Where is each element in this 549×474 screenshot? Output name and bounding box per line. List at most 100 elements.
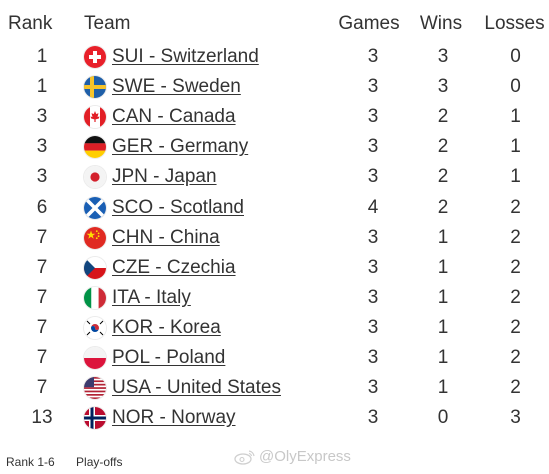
- table-row: 3 CAN - Canada 3 2 1: [0, 102, 549, 132]
- wins-cell: 1: [437, 286, 449, 308]
- team-link[interactable]: CHN - China: [112, 226, 220, 248]
- team-link[interactable]: SUI - Switzerland: [112, 46, 259, 68]
- losses-cell: 2: [510, 226, 521, 248]
- team-cell: JPN - Japan: [84, 162, 328, 192]
- watermark-text: @OlyExpress: [259, 448, 351, 465]
- rank-column-header: Rank: [8, 13, 53, 34]
- team-cell: CHN - China: [84, 223, 328, 253]
- korea-flag-icon: [84, 316, 106, 339]
- team-cell: SWE - Sweden: [84, 72, 328, 102]
- wins-cell: 2: [437, 136, 449, 158]
- rank-cell: 7: [36, 346, 48, 368]
- team-link[interactable]: POL - Poland: [112, 346, 226, 368]
- team-cell: NOR - Norway: [84, 403, 328, 433]
- team-link[interactable]: CZE - Czechia: [112, 256, 236, 278]
- games-cell: 3: [367, 166, 379, 188]
- losses-cell: 2: [510, 196, 521, 218]
- table-row: 7 CZE - Czechia 3 1 2: [0, 253, 549, 283]
- germany-flag-icon: [84, 136, 106, 159]
- team-link[interactable]: SCO - Scotland: [112, 196, 244, 218]
- switzerland-flag-icon: [84, 46, 106, 69]
- team-cell: SUI - Switzerland: [84, 42, 328, 72]
- losses-cell: 2: [510, 346, 521, 368]
- wins-cell: 1: [437, 346, 449, 368]
- table-row: 7 POL - Poland 3 1 2: [0, 343, 549, 373]
- losses-cell: 2: [510, 286, 521, 308]
- rank-cell: 7: [36, 226, 48, 248]
- losses-cell: 0: [510, 76, 521, 98]
- table-header-row: Rank Team Games Wins Losses: [0, 6, 549, 42]
- china-flag-icon: [84, 226, 106, 249]
- games-cell: 3: [367, 76, 379, 98]
- team-cell: KOR - Korea: [84, 313, 328, 343]
- team-cell: GER - Germany: [84, 132, 328, 162]
- wins-column-header: Wins: [419, 13, 463, 34]
- losses-cell: 1: [510, 106, 521, 128]
- losses-cell: 1: [510, 166, 521, 188]
- rank-cell: 7: [36, 256, 48, 278]
- scotland-flag-icon: [84, 196, 106, 219]
- team-cell: USA - United States: [84, 373, 328, 403]
- team-link[interactable]: KOR - Korea: [112, 316, 221, 338]
- team-cell: SCO - Scotland: [84, 192, 328, 222]
- team-link[interactable]: USA - United States: [112, 377, 281, 399]
- games-cell: 3: [367, 407, 379, 429]
- games-cell: 3: [367, 316, 379, 338]
- wins-cell: 2: [437, 166, 449, 188]
- table-row: 7 CHN - China 3 1 2: [0, 223, 549, 253]
- table-row: 7 KOR - Korea 3 1 2: [0, 313, 549, 343]
- team-cell: ITA - Italy: [84, 283, 328, 313]
- norway-flag-icon: [84, 407, 106, 430]
- losses-column-header: Losses: [484, 13, 545, 34]
- games-cell: 3: [367, 226, 379, 248]
- wins-cell: 1: [437, 256, 449, 278]
- losses-cell: 2: [510, 316, 521, 338]
- rank-cell: 3: [36, 106, 48, 128]
- games-cell: 3: [367, 286, 379, 308]
- games-column-header: Games: [338, 13, 400, 34]
- games-cell: 3: [367, 106, 379, 128]
- team-link[interactable]: SWE - Sweden: [112, 76, 241, 98]
- usa-flag-icon: [84, 377, 106, 400]
- table-row: 3 JPN - Japan 3 2 1: [0, 162, 549, 192]
- table-row: 1 SUI - Switzerland 3 3 0: [0, 42, 549, 72]
- wins-cell: 0: [437, 407, 449, 429]
- rank-cell: 6: [36, 196, 48, 218]
- table-row: 6 SCO - Scotland 4 2 2: [0, 192, 549, 222]
- rank-cell: 3: [36, 166, 48, 188]
- legend: Rank 1-6 Play-offs: [6, 455, 141, 469]
- table-row: 1 SWE - Sweden 3 3 0: [0, 72, 549, 102]
- team-link[interactable]: JPN - Japan: [112, 166, 217, 188]
- czechia-flag-icon: [84, 256, 106, 279]
- standings-table: Rank Team Games Wins Losses 1 SUI - Switz…: [0, 6, 549, 433]
- team-cell: CZE - Czechia: [84, 253, 328, 283]
- games-cell: 3: [367, 346, 379, 368]
- losses-cell: 2: [510, 256, 521, 278]
- team-column-header: Team: [84, 13, 131, 34]
- wins-cell: 3: [437, 76, 449, 98]
- rank-cell: 1: [36, 76, 48, 98]
- watermark: @OlyExpress: [234, 448, 351, 465]
- team-cell: CAN - Canada: [84, 102, 328, 132]
- legend-label: Play-offs: [76, 455, 123, 469]
- team-link[interactable]: GER - Germany: [112, 136, 249, 158]
- games-cell: 4: [367, 196, 379, 218]
- team-link[interactable]: ITA - Italy: [112, 286, 191, 308]
- wins-cell: 2: [437, 196, 449, 218]
- team-link[interactable]: NOR - Norway: [112, 407, 236, 429]
- legend-range: Rank 1-6: [6, 455, 55, 469]
- rank-cell: 7: [36, 377, 48, 399]
- losses-cell: 1: [510, 136, 521, 158]
- games-cell: 3: [367, 256, 379, 278]
- rank-cell: 1: [36, 46, 48, 68]
- rank-cell: 7: [36, 316, 48, 338]
- games-cell: 3: [367, 136, 379, 158]
- games-cell: 3: [367, 377, 379, 399]
- table-row: 3 GER - Germany 3 2 1: [0, 132, 549, 162]
- wins-cell: 3: [437, 46, 449, 68]
- team-link[interactable]: CAN - Canada: [112, 106, 236, 128]
- wins-cell: 1: [437, 226, 449, 248]
- rank-cell: 7: [36, 286, 48, 308]
- wins-cell: 1: [437, 377, 449, 399]
- poland-flag-icon: [84, 346, 106, 369]
